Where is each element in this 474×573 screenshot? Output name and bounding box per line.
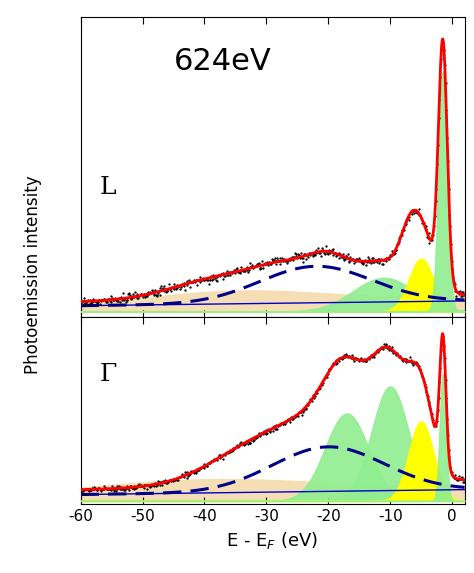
Text: Photoemission intensity: Photoemission intensity — [24, 176, 42, 374]
X-axis label: E - E$_F$ (eV): E - E$_F$ (eV) — [227, 529, 319, 551]
Text: L: L — [99, 176, 116, 199]
Text: 624eV: 624eV — [173, 47, 271, 76]
Text: Γ: Γ — [99, 363, 117, 386]
